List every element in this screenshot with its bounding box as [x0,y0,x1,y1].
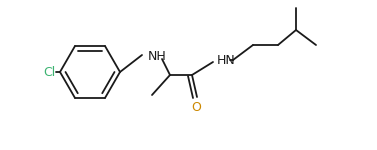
Text: HN: HN [217,54,236,66]
Text: O: O [191,101,201,114]
Text: NH: NH [148,51,167,63]
Text: Cl: Cl [44,66,56,78]
